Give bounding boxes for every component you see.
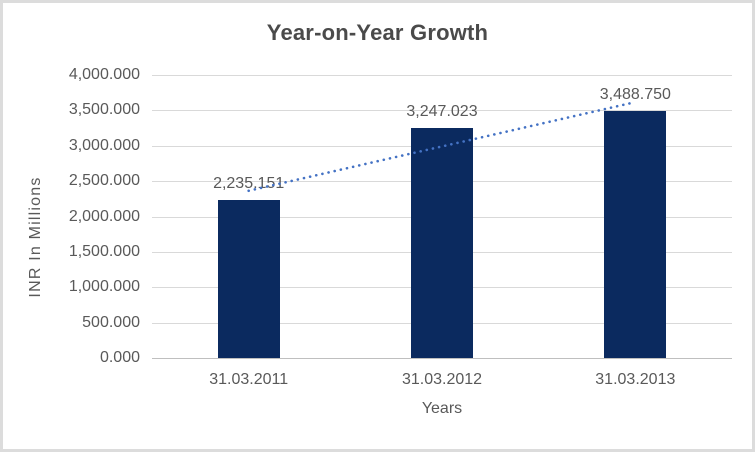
y-tick-label: 0.000 (99, 349, 140, 366)
x-axis-title: Years (421, 400, 463, 417)
y-tick-label: 2,500.000 (68, 172, 140, 190)
trendline (247, 100, 637, 193)
bar (604, 111, 667, 358)
y-tick-label: 1,000.000 (68, 278, 140, 296)
x-tick-label: 31.03.2013 (595, 371, 676, 388)
bar-data-label: 3,488.750 (599, 86, 671, 104)
bar (411, 128, 473, 358)
chart-title: Year-on-Year Growth (266, 20, 489, 45)
bar-data-label: 3,247.023 (406, 103, 478, 121)
y-tick-label: 1,500.000 (68, 242, 140, 260)
y-tick-label: 4,000.000 (68, 66, 140, 83)
x-axis-line (152, 358, 732, 359)
gridline (152, 75, 732, 76)
bar (217, 199, 280, 358)
y-axis-title: INR In Millions (27, 176, 44, 298)
trendline-path (247, 100, 637, 193)
x-tick-label: 31.03.2011 (209, 371, 289, 388)
x-tick-label: 31.03.2012 (401, 371, 483, 388)
y-tick-label: 3,000.000 (68, 136, 140, 154)
y-tick-label: 2,000.000 (68, 207, 140, 225)
gridline (152, 110, 732, 112)
y-tick-label: 500.000 (82, 313, 140, 331)
y-tick-label: 3,500.000 (68, 101, 140, 119)
plot-area: 2,235.151 3,247.023 3,488.750 (152, 75, 732, 359)
